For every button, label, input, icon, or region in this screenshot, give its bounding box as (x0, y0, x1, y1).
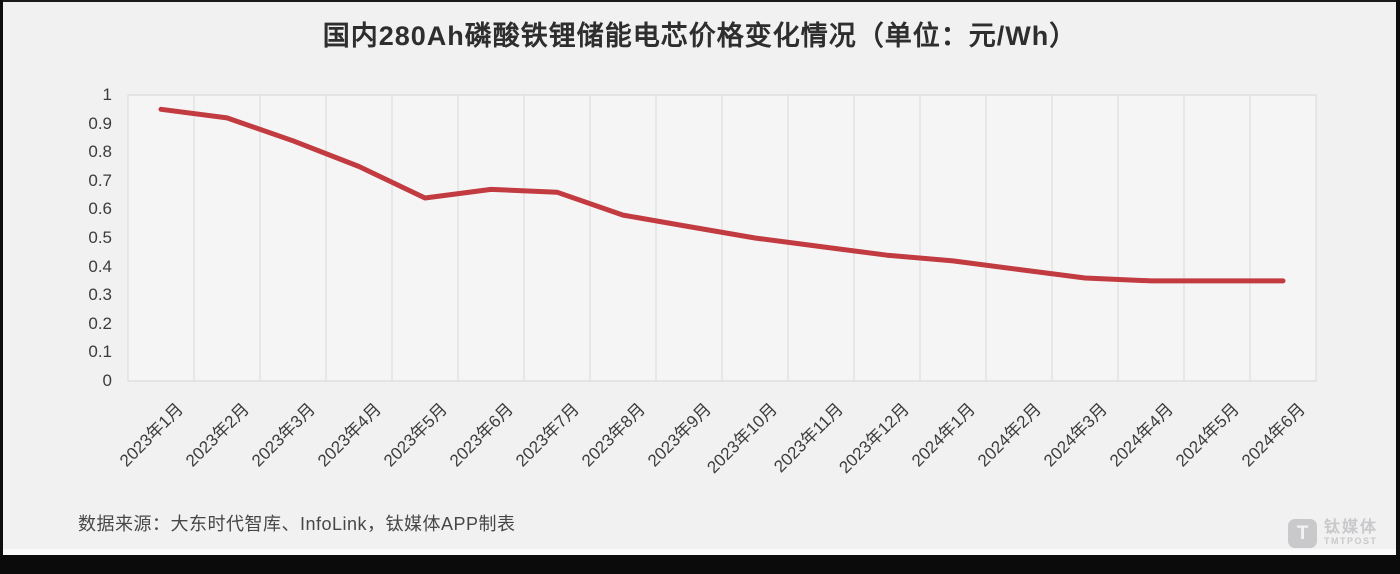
price-line (158, 106, 1286, 284)
y-tick-label: 0.8 (88, 142, 112, 162)
tmtpost-name-cn: 钛媒体 (1324, 519, 1379, 536)
y-tick-label: 0.4 (88, 256, 112, 276)
y-tick-label: 0.7 (88, 170, 112, 190)
y-tick-label: 0 (102, 371, 112, 390)
y-tick-label: 1 (102, 85, 112, 104)
tmtpost-logo-text: 钛媒体 TMTPOST (1324, 520, 1378, 547)
y-tick-label: 0.6 (88, 199, 112, 219)
frame-left-border (0, 0, 3, 574)
tmtpost-logo-icon: T (1288, 519, 1317, 548)
chart-title: 国内280Ah磷酸铁锂储能电芯价格变化情况（单位：元/Wh） (322, 21, 1078, 51)
y-tick-label: 0.5 (88, 228, 112, 247)
y-tick-label: 0.9 (88, 113, 112, 133)
y-tick-label: 0.2 (88, 313, 112, 333)
frame-bottom-border (0, 555, 1400, 574)
y-tick-label: 0.3 (88, 285, 112, 305)
frame-top-border (0, 0, 1400, 2)
tmtpost-name-en: TMTPOST (1324, 536, 1378, 546)
data-source-note: 数据来源：大东时代智库、InfoLink，钛媒体APP制表 (78, 514, 516, 534)
y-tick-label: 0.1 (88, 342, 112, 362)
bottom-divider (3, 549, 1396, 555)
frame-right-border (1396, 0, 1400, 574)
tmtpost-watermark: T 钛媒体 TMTPOST (1288, 519, 1378, 548)
